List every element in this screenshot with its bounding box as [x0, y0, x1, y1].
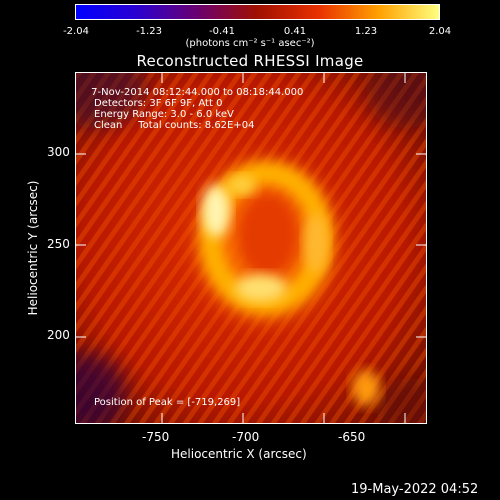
colorbar-tick-label: -1.23: [136, 26, 162, 37]
info-line: Detectors: 3F 6F 9F, Att 0: [94, 98, 223, 109]
x-axis-label: Heliocentric X (arcsec): [171, 447, 307, 461]
colorbar-tick-label: -2.04: [63, 26, 89, 37]
colorbar: [75, 4, 440, 20]
image-plot: [75, 72, 427, 424]
info-line: Energy Range: 3.0 - 6.0 keV: [94, 109, 234, 120]
x-tick-label: -750: [142, 430, 170, 444]
colorbar-tick-label: 1.23: [354, 26, 378, 37]
y-tick-label: 250: [47, 237, 70, 251]
colorbar-tick-label: 0.41: [283, 26, 307, 37]
y-axis-label: Heliocentric Y (arcsec): [26, 180, 40, 316]
y-tick-label: 300: [47, 145, 70, 159]
peak-position-label: Position of Peak = [-719,269]: [94, 397, 241, 408]
info-line: Clean Total counts: 8.62E+04: [94, 120, 255, 131]
x-tick-label: -700: [232, 430, 260, 444]
y-tick-label: 200: [47, 328, 70, 342]
secondary-source: [352, 370, 380, 406]
x-tick-label: -650: [338, 430, 366, 444]
colorbar-tick-label: 2.04: [428, 26, 452, 37]
source-ring: [198, 161, 334, 321]
generation-date: 19-May-2022 04:52: [351, 482, 479, 497]
image-title: Reconstructed RHESSI Image: [136, 52, 364, 70]
colorbar-units: (photons cm⁻² s⁻¹ asec⁻²): [185, 38, 315, 49]
colorbar-tick-label: -0.41: [209, 26, 235, 37]
info-line: 7-Nov-2014 08:12:44.000 to 08:18:44.000: [88, 87, 304, 98]
peak-source: [202, 185, 230, 237]
